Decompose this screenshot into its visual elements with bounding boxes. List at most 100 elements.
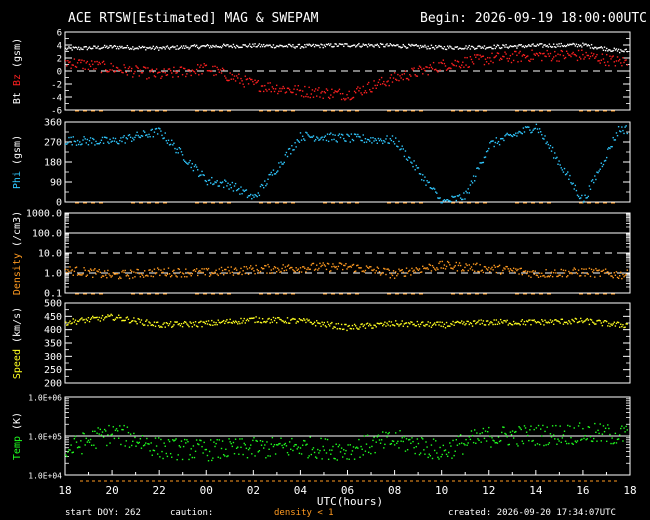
bt-point [398, 45, 400, 48]
temp-point [439, 446, 441, 449]
bt-point [291, 45, 293, 48]
speed-point [375, 326, 377, 328]
temp-point [455, 439, 458, 441]
phi-point [181, 154, 184, 156]
phi-point [491, 140, 493, 142]
speed-point [516, 323, 518, 325]
speed-point [598, 319, 600, 321]
speed-tick-label: 500 [44, 299, 62, 310]
density-point [527, 270, 529, 273]
density-point [612, 276, 614, 279]
speed-point [198, 321, 200, 324]
phi-point [516, 135, 518, 137]
temp-point [446, 455, 449, 458]
speed-point [103, 317, 106, 319]
bz-point [549, 52, 552, 55]
phi-point [479, 162, 481, 164]
speed-point [565, 321, 568, 324]
phi-point [620, 130, 622, 133]
phi-point [474, 180, 476, 182]
temp-point [212, 457, 214, 459]
speed-ylabel: Speed (km/s) [12, 307, 23, 379]
temp-point [508, 443, 511, 446]
speed-point [441, 321, 443, 324]
speed-point [609, 325, 611, 328]
temp-point [603, 430, 606, 433]
density-point [108, 273, 110, 275]
bt-point [244, 44, 247, 46]
speed-point [285, 322, 288, 324]
temp-point [612, 442, 614, 445]
speed-point [167, 324, 170, 327]
temp-point [442, 444, 445, 447]
temp-point [331, 449, 333, 451]
density-point [516, 269, 518, 272]
temp-point [305, 444, 307, 446]
phi-point [158, 127, 160, 129]
bt-point [590, 43, 593, 46]
bz-point [111, 69, 113, 71]
temp-point [330, 453, 332, 455]
speed-point [336, 328, 338, 330]
density-point [563, 272, 566, 274]
bt-point [450, 46, 452, 48]
bt-point [313, 46, 316, 48]
speed-point [377, 322, 380, 325]
density-point [193, 269, 196, 271]
bt-point [512, 45, 515, 48]
bz-point [567, 52, 569, 55]
phi-point [297, 140, 300, 142]
speed-point [265, 321, 267, 324]
speed-point [378, 323, 381, 325]
speed-point [326, 321, 329, 323]
speed-point [112, 319, 115, 321]
bt-point [263, 43, 265, 46]
mag-tick-label: 0 [57, 68, 62, 78]
bz-point [273, 90, 276, 93]
density-point [614, 274, 617, 276]
phi-point [161, 134, 163, 137]
bt-point [550, 46, 553, 48]
bt-point [199, 46, 201, 49]
speed-point [450, 322, 452, 325]
density-point [410, 274, 412, 276]
bt-point [121, 45, 123, 48]
density-point [169, 276, 172, 278]
phi-point [179, 148, 182, 150]
density-point [505, 265, 507, 268]
phi-point [376, 142, 379, 144]
speed-point [485, 320, 488, 322]
density-point [375, 270, 377, 272]
density-point [288, 267, 291, 270]
speed-point [502, 322, 504, 324]
temp-point [252, 439, 254, 442]
bz-point [462, 61, 464, 63]
phi-point [424, 176, 426, 178]
phi-point [581, 194, 583, 197]
speed-point [442, 325, 445, 328]
speed-point [540, 323, 542, 325]
bz-point [383, 80, 385, 83]
density-point [267, 263, 269, 266]
speed-point [423, 324, 425, 327]
phi-point [622, 129, 624, 132]
density-point [422, 265, 424, 268]
density-point [242, 270, 244, 272]
temp-point [484, 430, 487, 432]
bz-point [495, 55, 498, 57]
bt-point [181, 47, 184, 49]
temp-point [429, 455, 432, 457]
density-point [100, 276, 103, 279]
density-point [343, 264, 345, 267]
density-point [380, 272, 383, 275]
temp-point [118, 437, 120, 439]
bz-point [344, 99, 346, 101]
temp-point [215, 442, 217, 445]
density-point [174, 273, 176, 275]
temp-point [181, 458, 184, 461]
temp-point [70, 444, 72, 446]
density-point [300, 271, 303, 273]
density-point [530, 276, 532, 278]
temp-point [358, 438, 360, 441]
